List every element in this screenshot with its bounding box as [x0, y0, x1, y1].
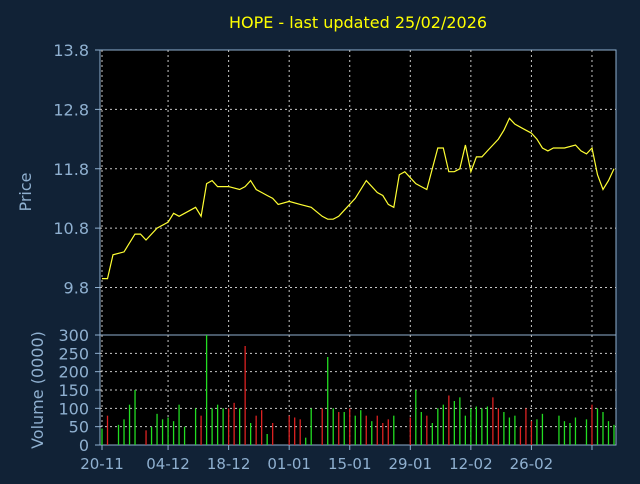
x-axis-tick-label: 01-01 — [267, 455, 311, 473]
x-axis-tick-label: 04-12 — [146, 455, 190, 473]
volume-y-tick-label: 300 — [58, 326, 89, 345]
price-grid — [100, 50, 616, 335]
volume-y-tick-label: 100 — [58, 399, 89, 418]
x-axis-tick-label: 26-02 — [510, 455, 554, 473]
volume-y-tick-label: 150 — [58, 381, 89, 400]
chart-title: HOPE - last updated 25/02/2026 — [229, 13, 487, 32]
price-y-tick-label: 12.8 — [53, 100, 89, 119]
volume-bars — [101, 335, 615, 445]
price-axis-label: Price — [16, 172, 35, 211]
volume-plot-area — [99, 334, 617, 446]
date-x-axis: 20-11 04-12 18-12 01-01 15-01 29-01 12-02 26-02 — [80, 445, 593, 473]
volume-y-tick-label: 200 — [58, 363, 89, 382]
price-y-axis: 9.8 10.8 11.8 12.8 13.8 — [53, 41, 100, 298]
x-axis-tick-label: 20-11 — [80, 455, 124, 473]
price-y-tick-label: 9.8 — [64, 279, 89, 298]
price-y-tick-label: 13.8 — [53, 41, 89, 60]
price-y-tick-label: 11.8 — [53, 160, 89, 179]
x-axis-tick-label: 15-01 — [328, 455, 372, 473]
x-axis-tick-label: 12-02 — [449, 455, 493, 473]
x-axis-tick-label: 29-01 — [389, 455, 433, 473]
price-series-line — [102, 117, 615, 280]
x-axis-tick-label: 18-12 — [207, 455, 251, 473]
volume-y-tick-label: 50 — [69, 418, 89, 437]
price-plot-area — [99, 49, 617, 336]
price-y-tick-label: 10.8 — [53, 219, 89, 238]
volume-y-tick-label: 250 — [58, 344, 89, 363]
volume-axis-label: Volume (0000) — [28, 331, 47, 449]
volume-y-tick-label: 0 — [79, 436, 89, 455]
